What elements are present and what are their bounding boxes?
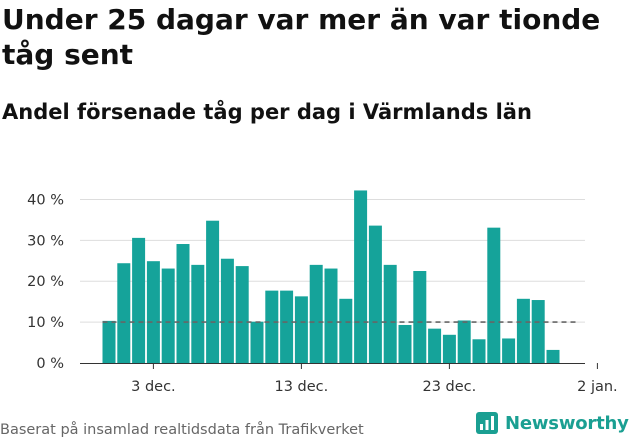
y-tick-label: 0 % [36,356,64,372]
source-note: Baserat på insamlad realtidsdata från Tr… [0,422,364,438]
bar [354,190,368,363]
bar [161,268,175,363]
x-tick-label: 13 dec. [275,379,329,395]
chart-title: Under 25 dagar var mer än var tionde tåg… [2,3,601,71]
y-tick-label: 20 % [27,274,64,290]
newsworthy-logo-icon [476,412,498,434]
bar-chart: 0 % 10 % 20 % 30 % 40 % 3 dec. 13 dec. 23 dec. 2… [27,190,618,395]
bar [546,349,560,363]
bar [265,290,279,363]
bar [191,264,205,363]
bar [398,324,412,363]
bar [531,300,545,363]
x-tick-label: 2 jan. [577,379,618,395]
bar [368,225,382,363]
bar [413,271,427,363]
bar [516,298,530,363]
bar [309,264,323,363]
bar [339,298,353,363]
y-tick-label: 10 % [27,315,64,331]
bar [472,339,486,363]
bar [428,328,442,363]
bar [250,321,264,363]
bar [102,320,116,363]
bar [132,237,146,363]
bar [235,266,249,363]
y-tick-label: 40 % [27,192,64,208]
bar [206,220,220,363]
bar [294,296,308,363]
bar [176,244,190,363]
chart-subtitle: Andel försenade tåg per dag i Värmlands … [2,100,532,124]
bar [117,263,131,363]
newsworthy-logo-text: Newsworthy [505,412,629,434]
bar [383,264,397,363]
bar [442,334,456,363]
y-tick-label: 30 % [27,233,64,249]
newsworthy-logo[interactable]: Newsworthy [475,410,629,436]
bar [457,320,471,363]
bar [220,258,234,363]
bar [146,261,160,363]
x-tick-label: 23 dec. [423,379,477,395]
x-tick-label: 3 dec. [131,379,176,395]
bar [280,290,294,363]
bar [502,338,516,363]
bar [487,227,501,363]
bar [324,268,338,363]
